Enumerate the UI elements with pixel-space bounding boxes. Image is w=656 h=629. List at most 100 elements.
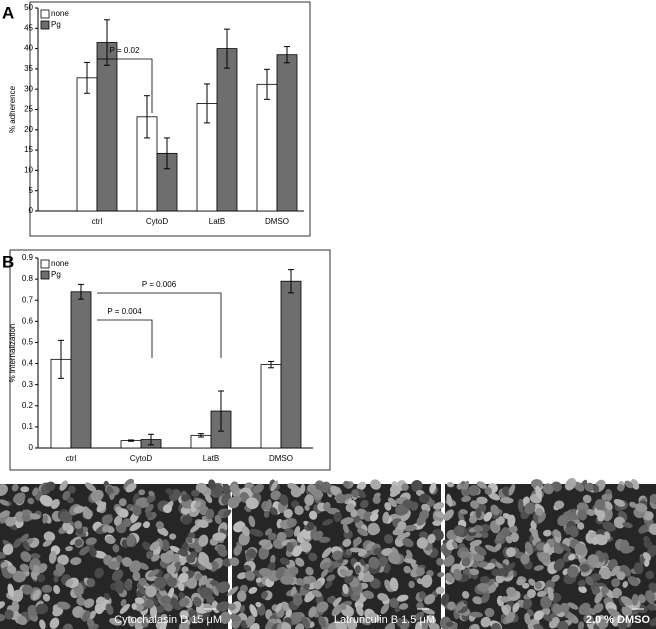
cell <box>311 589 322 598</box>
y-tick-label: 0.1 <box>22 422 34 431</box>
cell <box>96 501 107 513</box>
cell <box>542 483 554 495</box>
cell <box>216 581 230 593</box>
cell <box>43 531 56 542</box>
cell <box>602 521 616 532</box>
cell <box>204 493 213 504</box>
cell <box>342 538 352 547</box>
cell <box>353 536 361 548</box>
legend-label: none <box>51 259 69 268</box>
cell <box>275 603 283 613</box>
cell <box>524 502 536 515</box>
cell <box>530 479 543 489</box>
cell <box>357 528 369 537</box>
cell <box>627 576 639 587</box>
cell <box>502 486 511 497</box>
cell <box>480 530 489 539</box>
cell <box>88 544 96 558</box>
y-tick-label: 25 <box>24 105 33 114</box>
cell <box>20 486 30 493</box>
cell <box>113 515 123 526</box>
error-bar <box>198 433 204 438</box>
cell <box>103 593 111 600</box>
cell <box>119 603 130 614</box>
cell <box>275 567 284 579</box>
cell <box>389 485 401 496</box>
cell <box>258 546 270 560</box>
cell <box>112 544 120 553</box>
cell <box>193 596 202 608</box>
cell <box>484 607 495 618</box>
cell <box>617 620 628 629</box>
cell <box>592 484 600 493</box>
cell <box>357 550 366 557</box>
cell <box>372 495 381 504</box>
cell <box>594 499 606 511</box>
cell <box>303 583 310 590</box>
cell <box>134 597 145 605</box>
cell <box>154 576 167 589</box>
cell <box>578 585 587 594</box>
cell <box>461 590 470 599</box>
cell <box>212 585 219 596</box>
cell <box>445 621 454 627</box>
error-bar <box>164 137 170 170</box>
cell <box>345 569 354 577</box>
cell <box>524 612 531 625</box>
cell <box>598 567 612 580</box>
cell <box>388 552 401 565</box>
cell <box>594 592 603 604</box>
cell <box>138 489 146 496</box>
bar <box>76 77 98 212</box>
cell <box>484 486 493 495</box>
cell <box>427 615 436 624</box>
cell <box>5 516 16 527</box>
cell <box>197 519 209 528</box>
panel-label: B <box>2 252 14 271</box>
cell <box>353 515 361 524</box>
cell <box>339 603 347 610</box>
cell <box>129 560 142 573</box>
cell <box>566 612 574 619</box>
cell <box>443 555 455 567</box>
cell <box>11 589 24 603</box>
cell <box>389 577 399 592</box>
image-label: Cytochalasin D 15 μM <box>114 614 222 626</box>
cell <box>42 514 48 524</box>
cell <box>526 589 536 598</box>
cell <box>429 482 437 494</box>
cell <box>169 533 177 540</box>
y-tick-label: 0 <box>29 443 34 452</box>
cell <box>126 534 136 547</box>
cell <box>488 492 501 501</box>
cell <box>361 550 372 559</box>
cell <box>564 478 577 491</box>
y-tick-label: 0.5 <box>22 338 34 347</box>
cell <box>552 604 562 615</box>
error-bar <box>104 19 110 66</box>
cell <box>520 553 530 565</box>
cell <box>506 611 516 624</box>
cell <box>403 524 417 532</box>
cell <box>440 593 450 606</box>
cell <box>229 557 240 567</box>
cell <box>474 545 487 556</box>
cell <box>557 620 569 629</box>
cell <box>245 615 255 626</box>
cell <box>39 494 53 507</box>
cell <box>308 510 318 520</box>
cell <box>362 590 375 599</box>
cell <box>612 587 622 599</box>
cell <box>290 612 303 623</box>
cell <box>125 483 137 493</box>
cell <box>124 580 132 591</box>
cell <box>144 503 154 514</box>
cell <box>418 509 430 521</box>
bar <box>280 280 302 449</box>
cell <box>331 604 343 617</box>
image-label: 2.0 % DMSO <box>586 614 651 626</box>
error-bar <box>144 95 150 139</box>
cell <box>304 504 310 511</box>
cell <box>377 593 389 602</box>
cell <box>543 529 552 537</box>
